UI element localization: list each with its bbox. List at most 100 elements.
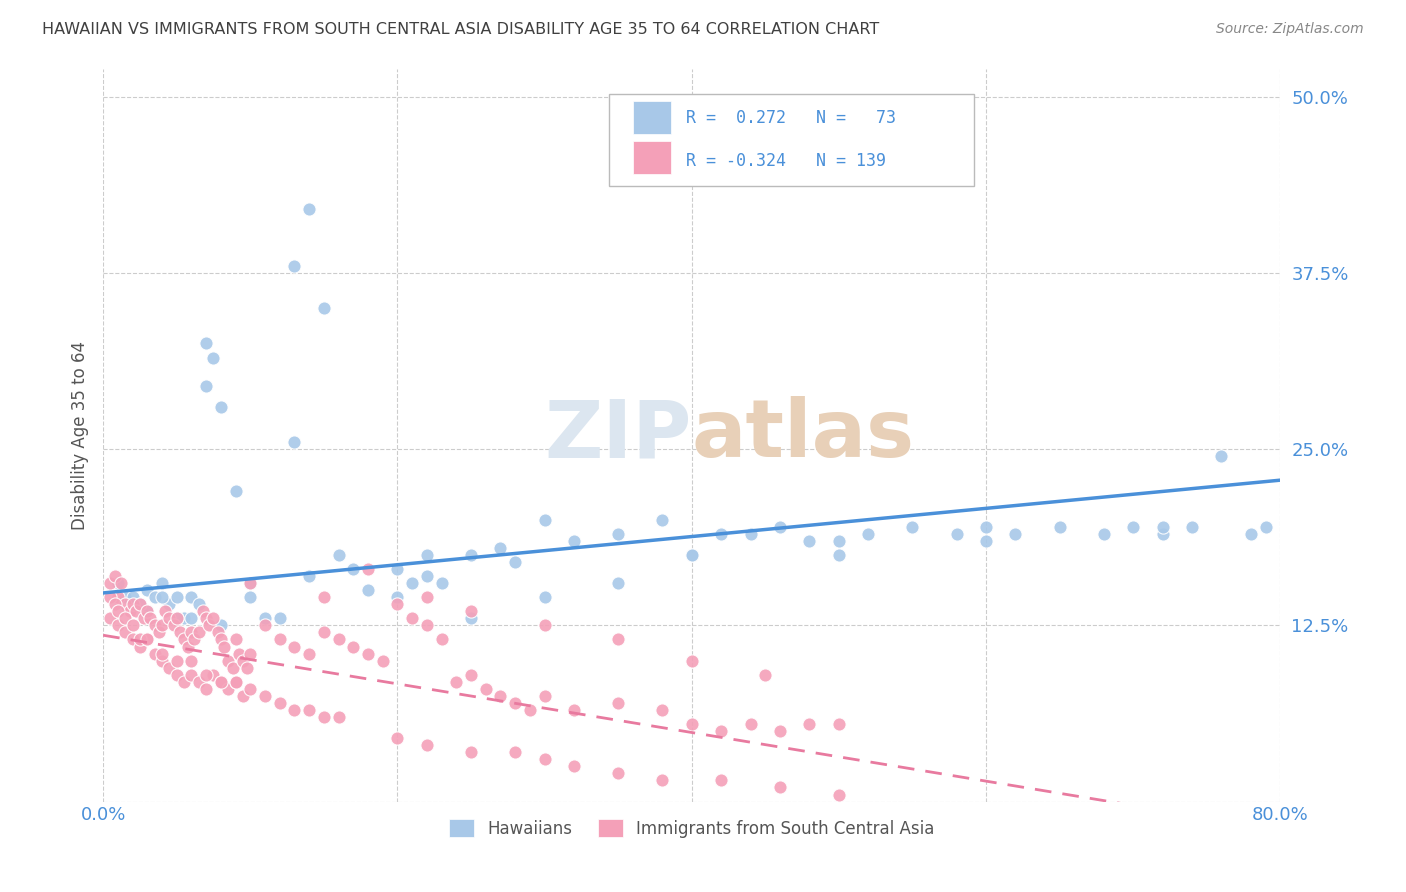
Point (607, 526, 630, 541)
Point (651, 773, 673, 788)
Point (283, 259, 305, 273)
Point (150, 618, 173, 632)
Point (195, 611, 218, 625)
Point (430, 632, 453, 647)
Point (974, 519, 997, 533)
Point (121, 597, 143, 611)
Point (416, 590, 439, 604)
Point (107, 618, 129, 632)
Text: ZIP: ZIP (544, 396, 692, 474)
Point (651, 703, 673, 717)
Point (799, 533, 821, 548)
Point (121, 590, 143, 604)
Point (460, 548, 482, 562)
Point (799, 717, 821, 731)
Y-axis label: Disability Age 35 to 64: Disability Age 35 to 64 (72, 341, 89, 530)
Point (1092, 526, 1115, 541)
Point (217, 681, 239, 696)
Point (416, 738, 439, 752)
Point (769, 724, 792, 739)
Point (187, 674, 209, 689)
Point (209, 618, 232, 632)
Point (1152, 519, 1174, 533)
Point (143, 590, 166, 604)
Point (828, 788, 851, 802)
Point (239, 576, 262, 591)
Point (202, 351, 225, 365)
Point (474, 681, 496, 696)
Point (298, 569, 321, 583)
Point (533, 590, 555, 604)
Point (533, 618, 555, 632)
Point (157, 660, 180, 674)
Point (328, 710, 350, 724)
Point (107, 576, 129, 591)
Bar (633, 141, 671, 174)
Point (209, 674, 232, 689)
Point (519, 703, 541, 717)
Point (136, 604, 159, 618)
Point (945, 526, 967, 541)
Point (283, 703, 305, 717)
Point (129, 597, 152, 611)
Point (828, 533, 851, 548)
Text: Source: ZipAtlas.com: Source: ZipAtlas.com (1216, 22, 1364, 37)
Point (198, 618, 221, 632)
Point (232, 654, 254, 668)
Point (387, 590, 409, 604)
Point (357, 583, 380, 598)
Point (371, 654, 394, 668)
Point (193, 604, 215, 618)
Point (1211, 449, 1233, 463)
Point (173, 632, 195, 647)
Legend: Hawaiians, Immigrants from South Central Asia: Hawaiians, Immigrants from South Central… (443, 813, 941, 845)
Point (401, 576, 423, 591)
Point (187, 625, 209, 640)
Point (740, 526, 762, 541)
Point (298, 703, 321, 717)
Point (202, 611, 225, 625)
Bar (633, 101, 671, 134)
Point (180, 625, 202, 640)
Point (114, 590, 136, 604)
Point (312, 625, 335, 640)
Point (769, 780, 792, 795)
Point (328, 548, 350, 562)
Point (209, 674, 232, 689)
Point (239, 576, 262, 591)
Point (651, 513, 673, 527)
Point (298, 202, 321, 217)
Point (387, 597, 409, 611)
Text: HAWAIIAN VS IMMIGRANTS FROM SOUTH CENTRAL ASIA DISABILITY AGE 35 TO 64 CORRELATI: HAWAIIAN VS IMMIGRANTS FROM SOUTH CENTRA… (42, 22, 879, 37)
Point (195, 378, 218, 392)
Point (150, 590, 173, 604)
Point (401, 611, 423, 625)
Point (114, 625, 136, 640)
Point (225, 484, 247, 499)
Point (150, 654, 173, 668)
Point (150, 576, 173, 591)
Point (209, 400, 232, 414)
Point (1049, 519, 1071, 533)
Point (129, 640, 152, 654)
Point (1254, 519, 1277, 533)
Point (163, 618, 186, 632)
Point (298, 647, 321, 661)
Point (104, 597, 127, 611)
Point (269, 632, 291, 647)
Point (489, 541, 512, 555)
Point (129, 597, 152, 611)
Point (342, 640, 364, 654)
Point (143, 618, 166, 632)
Point (217, 654, 239, 668)
Point (328, 632, 350, 647)
Point (157, 611, 180, 625)
Point (177, 640, 200, 654)
Point (110, 576, 132, 591)
Point (974, 533, 997, 548)
Point (195, 336, 218, 351)
Point (357, 562, 380, 576)
Point (150, 647, 173, 661)
Point (209, 632, 232, 647)
Point (681, 548, 703, 562)
